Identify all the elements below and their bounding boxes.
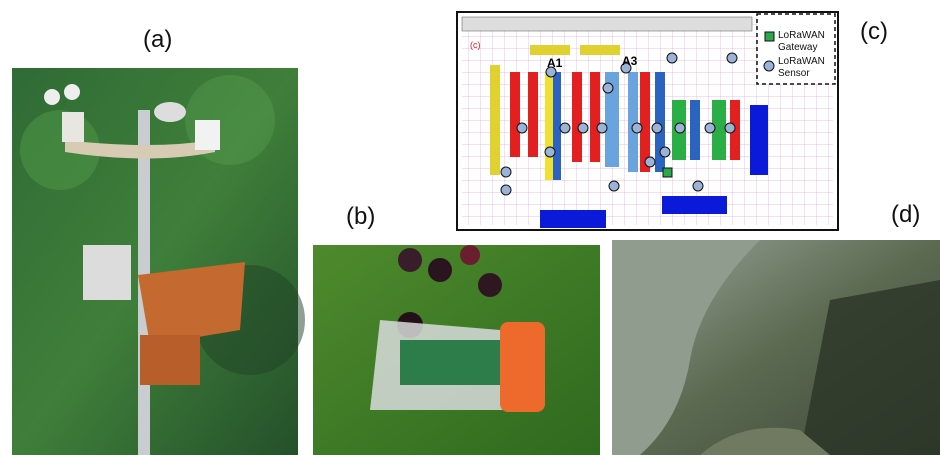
plan-marker: A3 — [622, 54, 637, 68]
legend-entry: LoRaWAN Gateway — [778, 30, 838, 54]
panel-label: (c) — [860, 18, 888, 46]
sensor-icon — [603, 83, 613, 93]
sensor-icon — [693, 181, 703, 191]
sensor-icon — [727, 53, 737, 63]
legend-entry: LoRaWAN Sensor — [778, 56, 838, 80]
sensor-icon — [632, 123, 642, 133]
sensor-icon — [652, 123, 662, 133]
panel-label: (b) — [346, 203, 375, 231]
sensor-icon — [597, 123, 607, 133]
plan-corner-label: (c) — [470, 40, 481, 50]
figure: (a) (b) (c) (d) (c) A1 A3 LoRaWAN Gatewa… — [0, 0, 940, 455]
sensor-icon — [725, 123, 735, 133]
sensor-icon — [578, 123, 588, 133]
photo-weather-station — [12, 68, 305, 455]
panel-label: (a) — [143, 26, 172, 54]
sensor-icon — [501, 167, 511, 177]
photo-aerial — [612, 240, 940, 455]
plan-marker: A1 — [547, 56, 562, 70]
sensor-icon — [660, 147, 670, 157]
sensor-icon — [667, 53, 677, 63]
sensor-icon — [545, 147, 555, 157]
sensor-icon — [560, 123, 570, 133]
photo-sensor — [313, 245, 600, 455]
sensor-icon — [517, 123, 527, 133]
sensor-icon — [645, 157, 655, 167]
sensor-icon — [675, 123, 685, 133]
sensor-icon — [501, 185, 511, 195]
panel-label: (d) — [891, 201, 920, 229]
sensor-icon — [705, 123, 715, 133]
sensor-icon — [609, 181, 619, 191]
